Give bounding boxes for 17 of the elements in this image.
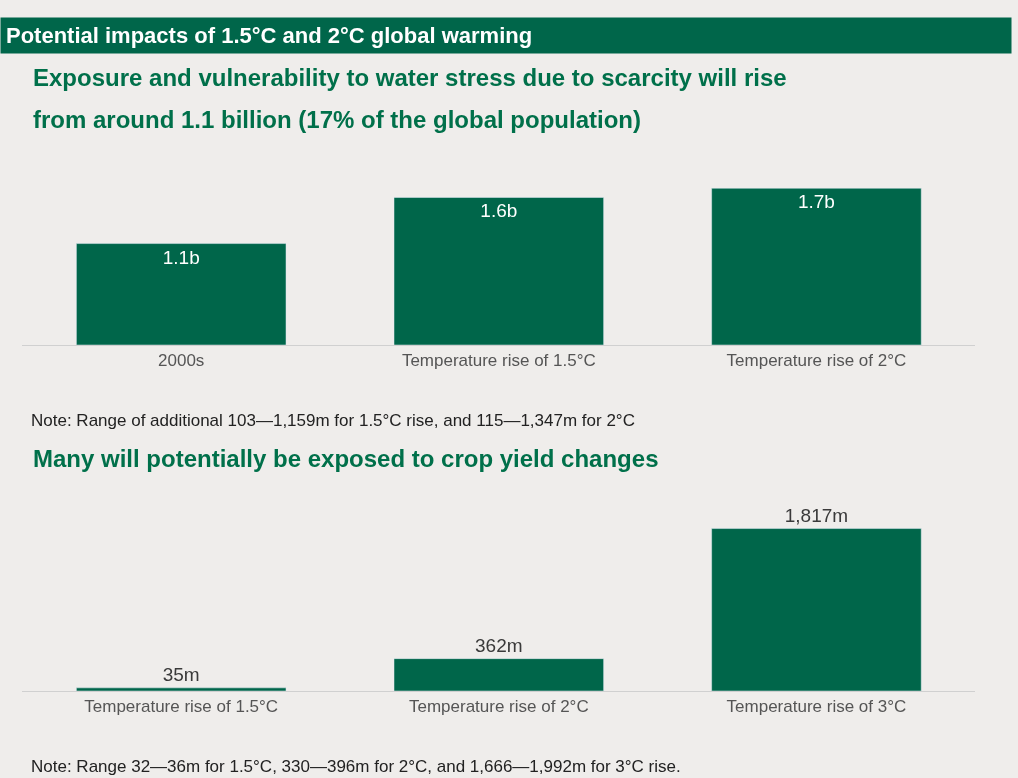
x-tick-label: Temperature rise of 2°C [408, 697, 589, 717]
data-label: 35m [162, 663, 200, 685]
chart-subtitle: Exposure and vulnerability to water stress due to scarcity will rise from around 1.1 billion (17% of the global population) [33, 64, 787, 133]
x-tick-label: Temperature rise of 1.5°C [401, 351, 596, 371]
data-label: 1.6b [480, 200, 518, 222]
data-label: 1,817m [784, 504, 849, 526]
chart-title: Potential impacts of 1.5°C and 2°C global warming [6, 23, 533, 48]
text: Note: Range 32—36m for 1.5°C, 330—396m for 2°C, and 1,666—1,992m for 3°C rise. [31, 757, 681, 776]
x-tick-label: Temperature rise of 3°C [726, 697, 907, 717]
x-tick-label: Temperature rise of 2°C [726, 351, 907, 371]
data-label: 1.7b [797, 191, 835, 213]
data-label: 1.1b [162, 246, 200, 268]
data-label: 362m [475, 634, 523, 656]
x-tick-label: Temperature rise of 1.5°C [84, 697, 279, 717]
chart-title: Many will potentially be exposed to crop yield changes [33, 445, 659, 472]
x-tick-label: 2000s [158, 351, 205, 371]
text: Note: Range of additional 103—1,159m for 1.5°C rise, and 115—1,347m for 2°C [31, 411, 635, 430]
